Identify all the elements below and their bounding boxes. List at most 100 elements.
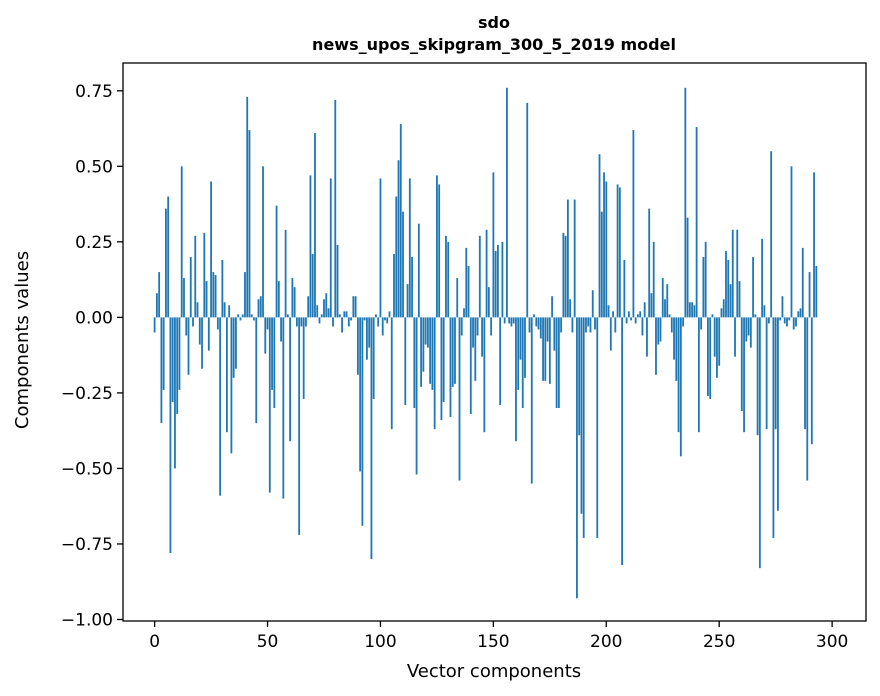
bar-205 bbox=[616, 184, 619, 318]
bar-269 bbox=[761, 238, 764, 318]
bar-184 bbox=[569, 299, 572, 318]
bar-43 bbox=[250, 314, 253, 318]
bar-88 bbox=[352, 296, 355, 318]
bar-218 bbox=[646, 317, 648, 357]
bar-162 bbox=[519, 317, 522, 360]
bar-203 bbox=[612, 311, 614, 318]
bar-204 bbox=[614, 317, 617, 333]
bar-101 bbox=[381, 317, 384, 336]
bar-160 bbox=[515, 317, 517, 442]
bar-38 bbox=[239, 317, 242, 321]
bar-200 bbox=[605, 181, 608, 318]
bar-123 bbox=[431, 317, 434, 390]
bar-265 bbox=[752, 256, 754, 318]
bar-110 bbox=[402, 211, 404, 318]
bar-131 bbox=[449, 317, 452, 418]
bar-97 bbox=[372, 317, 375, 399]
bar-126 bbox=[438, 184, 441, 318]
bar-263 bbox=[747, 317, 750, 336]
bar-166 bbox=[528, 317, 531, 333]
bar-185 bbox=[571, 317, 574, 333]
bar-60 bbox=[289, 317, 292, 442]
bar-20 bbox=[198, 317, 201, 345]
x-tick-label: 300 bbox=[816, 632, 848, 652]
bar-236 bbox=[686, 217, 689, 318]
bar-41 bbox=[246, 96, 249, 318]
bar-214 bbox=[637, 314, 639, 318]
x-axis-label: Vector components bbox=[407, 661, 581, 682]
bar-35 bbox=[232, 317, 235, 378]
bar-32 bbox=[225, 317, 228, 433]
bar-93 bbox=[363, 317, 366, 321]
bar-182 bbox=[564, 235, 567, 318]
bar-92 bbox=[361, 317, 364, 526]
bar-159 bbox=[512, 317, 515, 324]
y-tick-label: 0.25 bbox=[75, 233, 113, 253]
bar-141 bbox=[472, 317, 474, 348]
bar-240 bbox=[695, 127, 698, 318]
bar-293 bbox=[815, 266, 818, 318]
bar-4 bbox=[162, 317, 165, 390]
bar-284 bbox=[795, 317, 797, 327]
bar-225 bbox=[661, 278, 664, 318]
bar-104 bbox=[388, 311, 391, 318]
bar-274 bbox=[772, 317, 775, 538]
bar-6 bbox=[167, 196, 170, 318]
bar-209 bbox=[625, 317, 628, 324]
bar-258 bbox=[736, 229, 739, 318]
bar-178 bbox=[555, 317, 558, 409]
bar-12 bbox=[180, 166, 183, 318]
bar-136 bbox=[460, 317, 463, 336]
bar-42 bbox=[248, 130, 251, 318]
bar-278 bbox=[781, 296, 784, 318]
bar-172 bbox=[542, 317, 544, 381]
bar-188 bbox=[578, 317, 581, 436]
bar-65 bbox=[300, 317, 303, 327]
bar-165 bbox=[526, 102, 529, 318]
bar-17 bbox=[192, 317, 194, 327]
y-tick-label: −1.00 bbox=[61, 610, 113, 630]
bar-164 bbox=[524, 317, 526, 378]
bar-257 bbox=[734, 317, 736, 357]
bar-246 bbox=[709, 317, 712, 399]
bar-148 bbox=[487, 287, 490, 318]
bar-252 bbox=[722, 299, 725, 318]
chart-title-line1: sdo bbox=[478, 13, 510, 32]
bar-15 bbox=[187, 317, 190, 375]
bar-222 bbox=[655, 317, 657, 375]
bar-21 bbox=[201, 317, 203, 369]
bar-8 bbox=[171, 317, 174, 402]
bar-242 bbox=[700, 317, 703, 330]
bar-253 bbox=[725, 250, 727, 318]
bar-63 bbox=[295, 317, 298, 327]
bar-176 bbox=[551, 296, 553, 318]
bar-140 bbox=[469, 317, 472, 415]
y-tick-label: −0.75 bbox=[61, 535, 113, 555]
bar-193 bbox=[589, 317, 592, 333]
bar-227 bbox=[666, 284, 669, 318]
bar-81 bbox=[336, 244, 339, 318]
bar-117 bbox=[417, 223, 420, 318]
bar-137 bbox=[463, 308, 465, 318]
bar-128 bbox=[442, 317, 445, 402]
bar-64 bbox=[298, 317, 301, 535]
bar-158 bbox=[510, 317, 513, 327]
bar-248 bbox=[713, 317, 716, 357]
bar-22 bbox=[203, 232, 206, 318]
bar-291 bbox=[810, 317, 813, 445]
bar-89 bbox=[354, 296, 357, 318]
bar-288 bbox=[804, 317, 806, 430]
bar-114 bbox=[411, 256, 413, 318]
bar-112 bbox=[406, 284, 409, 318]
bar-237 bbox=[688, 302, 691, 318]
bar-71 bbox=[314, 133, 316, 318]
bar-270 bbox=[763, 305, 766, 318]
bar-146 bbox=[483, 317, 486, 433]
bar-280 bbox=[786, 317, 788, 327]
bar-77 bbox=[327, 308, 330, 318]
bar-289 bbox=[806, 317, 809, 481]
bar-90 bbox=[356, 317, 359, 375]
bar-285 bbox=[797, 311, 800, 318]
bar-179 bbox=[557, 317, 560, 409]
bar-217 bbox=[643, 302, 646, 318]
